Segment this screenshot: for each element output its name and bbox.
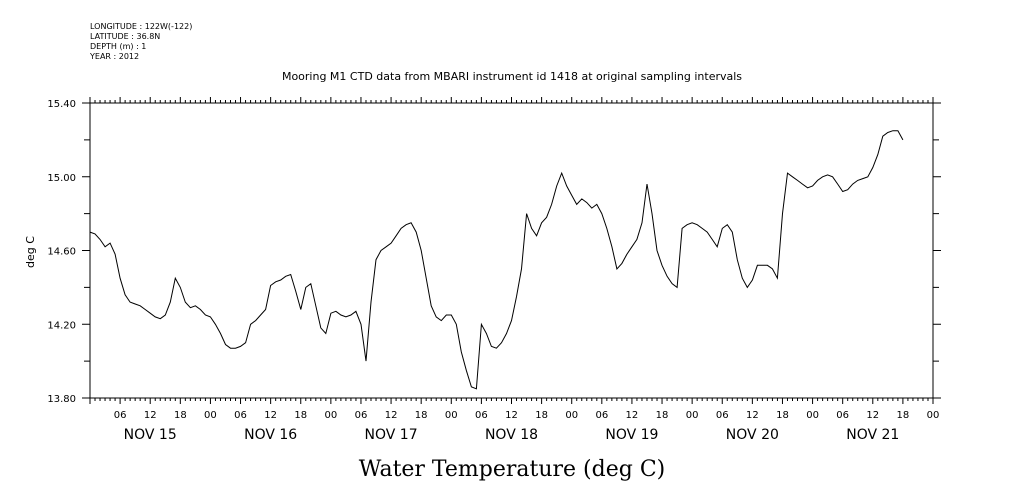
x-axis-label: Water Temperature (deg C) [359, 457, 666, 482]
longitude-text: LONGITUDE : 122W(-122) [90, 22, 193, 31]
x-tick-label: 00 [927, 410, 940, 421]
x-tick-label: 12 [866, 410, 879, 421]
x-tick-label: 00 [686, 410, 699, 421]
x-tick-label: 00 [445, 410, 458, 421]
y-tick-label: 13.80 [47, 394, 76, 405]
x-tick-label: 00 [324, 410, 337, 421]
x-tick-label: 12 [626, 410, 639, 421]
x-tick-label: 00 [204, 410, 217, 421]
metadata-block: LONGITUDE : 122W(-122) LATITUDE : 36.8N … [90, 22, 192, 62]
x-tick-label: 18 [294, 410, 307, 421]
x-day-label: NOV 18 [485, 427, 538, 443]
x-day-label: NOV 20 [726, 427, 779, 443]
x-day-label: NOV 21 [846, 427, 899, 443]
x-tick-label: 12 [385, 410, 398, 421]
x-day-label: NOV 15 [124, 427, 177, 443]
x-tick-label: 18 [535, 410, 548, 421]
x-day-label: NOV 17 [365, 427, 418, 443]
x-day-label: NOV 16 [244, 427, 297, 443]
x-tick-label: 06 [475, 410, 488, 421]
x-tick-label: 00 [806, 410, 819, 421]
chart-title: Mooring M1 CTD data from MBARI instrumen… [282, 70, 742, 83]
plot-frame [89, 102, 934, 399]
x-tick-label: 12 [505, 410, 518, 421]
x-tick-label: 00 [565, 410, 578, 421]
x-tick-label: 06 [355, 410, 368, 421]
x-tick-label: 18 [897, 410, 910, 421]
x-tick-label: 12 [144, 410, 157, 421]
year-text: YEAR : 2012 [90, 52, 140, 61]
x-tick-label: 06 [836, 410, 849, 421]
y-axis-label: deg C [24, 236, 37, 268]
x-day-label: NOV 19 [605, 427, 658, 443]
temperature-series-line [89, 130, 904, 390]
y-tick-label: 14.20 [47, 320, 76, 331]
x-tick-label: 12 [264, 410, 277, 421]
y-tick-label: 15.00 [47, 173, 76, 184]
plot-group [89, 130, 904, 390]
axes-group: 06 12 18 00 06 12 18 00 06 12 18 00 06 12 18 00 06 12 18 00… [47, 97, 941, 443]
x-tick-label: 06 [595, 410, 608, 421]
x-tick-label: 18 [415, 410, 428, 421]
x-tick-label: 18 [656, 410, 669, 421]
latitude-text: LATITUDE : 36.8N [90, 32, 161, 41]
y-tick-label: 14.60 [47, 247, 76, 258]
x-tick-label: 06 [114, 410, 127, 421]
depth-text: DEPTH (m) : 1 [90, 42, 147, 51]
x-tick-label: 12 [746, 410, 759, 421]
x-tick-label: 18 [776, 410, 789, 421]
y-tick-label: 15.40 [47, 99, 76, 110]
x-tick-label: 18 [174, 410, 187, 421]
x-tick-label: 06 [716, 410, 729, 421]
x-tick-label: 06 [234, 410, 247, 421]
